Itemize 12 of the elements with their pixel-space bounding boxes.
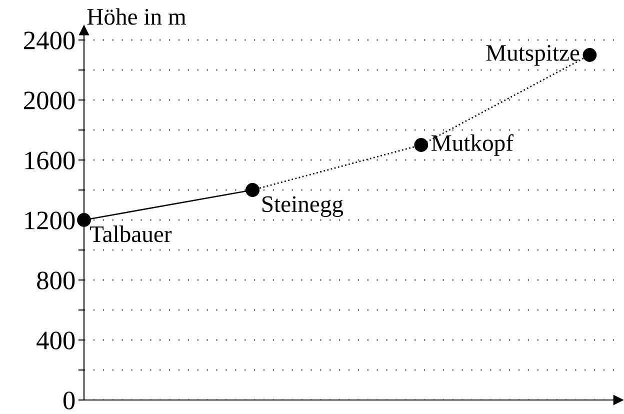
y-tick-label: 1200	[25, 212, 75, 230]
y-tick-label: 2000	[24, 92, 75, 110]
y-tick-label: 400	[36, 332, 75, 350]
y-axis-title: Höhe in m	[87, 8, 186, 25]
annotation: Mutspitze	[486, 45, 580, 66]
annotation: Steinegg	[262, 196, 344, 217]
y-tick-label: 0	[63, 392, 75, 410]
annotation: Mutkopf	[432, 134, 514, 156]
y-tick-label: 2400	[24, 32, 75, 50]
y-tick-label: 1600	[25, 152, 75, 170]
y-tick-label: 800	[37, 272, 75, 290]
annotation: Talbauer	[90, 226, 172, 242]
